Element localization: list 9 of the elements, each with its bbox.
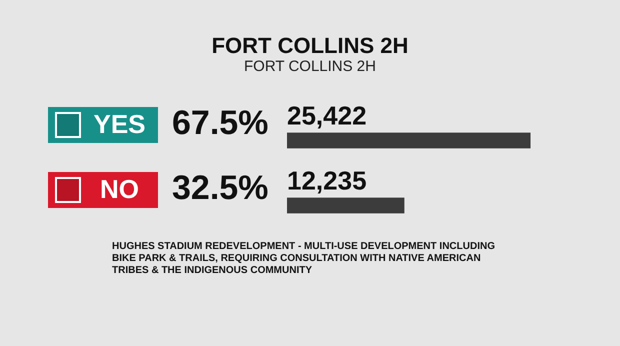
data-label: 12,235: [287, 166, 367, 196]
text: 32.5%: [172, 168, 268, 207]
text: HUGHES STADIUM REDEVELOPMENT - MULTI-USE DEVELOPMENT INCLUDING BIKE PARK & TRAILS, REQUIRING CONSULTATION WITH NATIVE AMERICAN TRIBES & THE INDIGENOUS COMMUNITY: [112, 240, 496, 276]
data-label: 25,422: [287, 100, 367, 131]
chart-subtitle: FORT COLLINS 2H: [243, 58, 377, 76]
y-tick-label: YES: [92, 109, 147, 140]
text: 67.5%: [172, 104, 268, 142]
y-tick-label: NO: [99, 174, 140, 205]
chart-title: FORT COLLINS 2H: [210, 33, 410, 58]
